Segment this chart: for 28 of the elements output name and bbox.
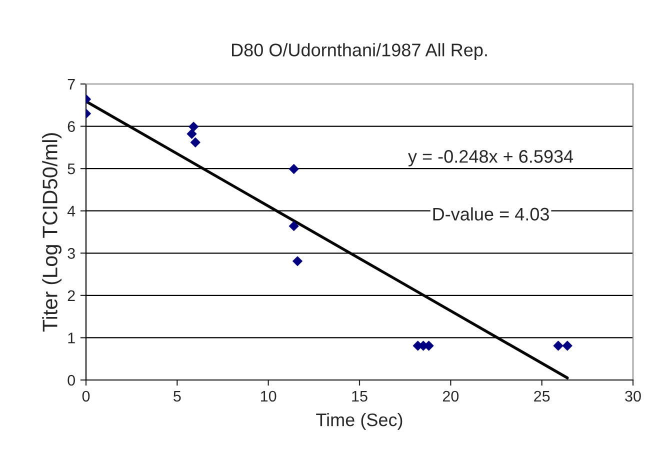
point <box>186 128 197 139</box>
y-tick-label: 4 <box>67 206 76 216</box>
y-tick-label: 6 <box>68 121 75 132</box>
x-tick-label: 30 <box>625 390 641 402</box>
y-tick-label: 5 <box>68 164 75 174</box>
x-tick-label: 15 <box>352 390 368 402</box>
y-tick-label: 7 <box>68 79 75 90</box>
y-axis-title: Titer (Log TCID50/ml) <box>42 133 62 332</box>
x-tick-label: 0 <box>82 390 90 402</box>
point <box>288 164 299 174</box>
point <box>292 256 302 266</box>
x-tick-label: 5 <box>174 390 181 402</box>
annotation: y = -0.248x + 6.5934 <box>408 150 574 166</box>
y-tick-label: 2 <box>68 290 75 301</box>
point <box>288 221 299 232</box>
point <box>188 122 199 132</box>
y-tick-label: 1 <box>68 332 75 344</box>
point <box>562 340 572 351</box>
point <box>190 137 200 148</box>
y-tick-label: 3 <box>68 248 75 259</box>
x-tick-label: 20 <box>442 390 459 402</box>
point <box>553 340 564 351</box>
x-tick-label: 10 <box>261 390 276 402</box>
x-axis-title: Time (Sec) <box>316 412 402 430</box>
annotation: D-value = 4.03 <box>433 207 549 221</box>
y-tick-label: 0 <box>68 374 75 386</box>
chart-title: D80 O/Udornthani/1987 All Rep. <box>232 43 487 60</box>
x-tick-label: 25 <box>534 390 550 402</box>
